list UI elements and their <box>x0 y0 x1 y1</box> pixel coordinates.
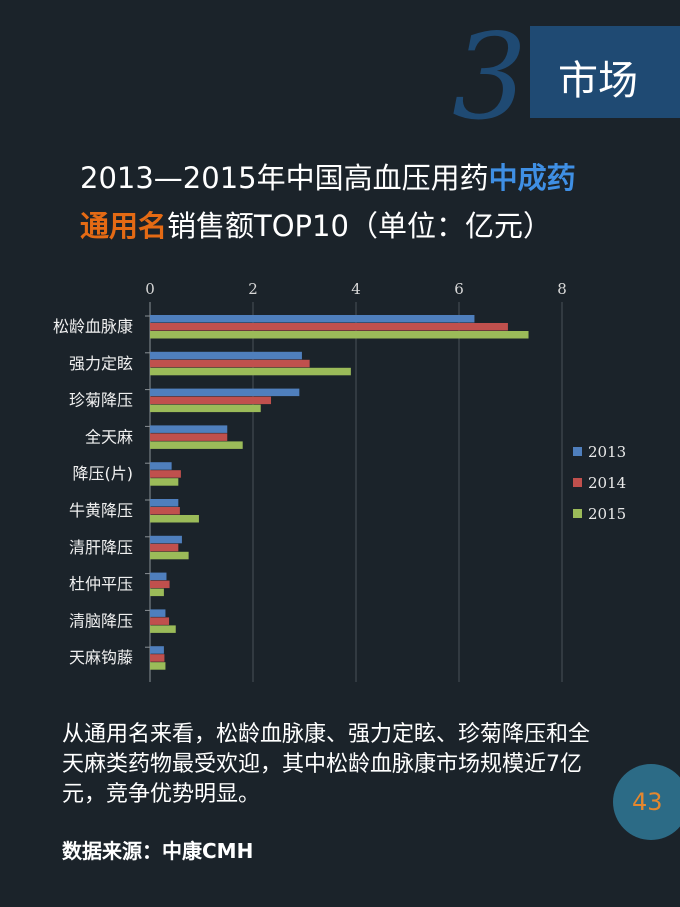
bar-2013 <box>150 646 164 654</box>
x-tick-label: 8 <box>557 280 567 298</box>
bar-2014 <box>150 617 170 625</box>
category-label: 清肝降压 <box>69 538 133 557</box>
x-tick-label: 0 <box>145 280 155 298</box>
bar-2013 <box>150 388 300 397</box>
bar-2014 <box>150 359 310 368</box>
bar-2015 <box>150 367 351 376</box>
chart-title-line2: 通用名销售额TOP10（单位：亿元） <box>80 203 552 245</box>
chart-title-line1: 2013—2015年中国高血压用药中成药 <box>80 155 576 197</box>
legend-item-2013: 2013 <box>573 436 626 467</box>
body-text: 从通用名来看，松龄血脉康、强力定眩、珍菊降压和全天麻类药物最受欢迎，其中松龄血脉… <box>62 722 591 807</box>
bar-2014 <box>150 433 228 441</box>
bar-2014 <box>150 470 181 478</box>
category-label: 牛黄降压 <box>69 501 133 520</box>
bar-2013 <box>150 425 228 433</box>
bar-2015 <box>150 625 176 633</box>
category-label: 珍菊降压 <box>69 391 133 410</box>
legend-label-2015: 2015 <box>588 504 627 523</box>
bar-2015 <box>150 515 199 523</box>
bar-2013 <box>150 315 475 323</box>
watermark <box>4 54 27 94</box>
bar-2015 <box>150 404 261 413</box>
legend-item-2015: 2015 <box>573 498 626 529</box>
section-number: 3 <box>452 8 528 146</box>
x-tick-label: 2 <box>248 280 258 298</box>
bar-2013 <box>150 351 302 360</box>
bar-2014 <box>150 323 508 331</box>
bar-2013 <box>150 572 167 581</box>
title-highlight-orange: 通用名 <box>80 209 168 243</box>
legend-label-2013: 2013 <box>588 442 627 461</box>
legend-item-2014: 2014 <box>573 467 626 498</box>
legend-swatch-2014 <box>573 478 582 487</box>
category-label: 清脑降压 <box>69 611 133 630</box>
bar-2014 <box>150 654 165 662</box>
bar-2015 <box>150 551 189 560</box>
x-tick-label: 6 <box>454 280 464 298</box>
bar-2014 <box>150 507 180 515</box>
bar-2015 <box>150 441 243 449</box>
legend-swatch-2015 <box>573 509 582 518</box>
bar-2015 <box>150 662 166 670</box>
bar-2013 <box>150 462 172 470</box>
title-prefix: 2013—2015年中国高血压用药 <box>80 161 489 195</box>
category-label: 强力定眩 <box>69 354 133 373</box>
section-box <box>530 26 680 118</box>
bar-2015 <box>150 478 179 486</box>
bar-2014 <box>150 396 272 405</box>
section-label: 市场 <box>558 58 638 104</box>
category-label: 松龄血脉康 <box>53 317 133 336</box>
bar-2015 <box>150 331 529 339</box>
data-source: 数据来源：中康CMH <box>62 839 254 863</box>
legend: 2013 2014 2015 <box>573 436 626 529</box>
bar-2013 <box>150 499 179 507</box>
legend-swatch-2013 <box>573 447 582 456</box>
bar-2013 <box>150 535 182 544</box>
x-tick-label: 4 <box>351 280 361 298</box>
category-label: 杜仲平压 <box>69 575 133 594</box>
legend-label-2014: 2014 <box>588 473 627 492</box>
category-label: 降压(片) <box>73 464 134 483</box>
bar-2015 <box>150 588 164 597</box>
category-label: 全天麻 <box>85 427 133 446</box>
bar-2013 <box>150 609 166 617</box>
bar-2014 <box>150 543 179 552</box>
title-highlight-blue: 中成药 <box>488 161 576 195</box>
category-label: 天麻钩藤 <box>69 648 133 667</box>
bar-2014 <box>150 580 170 589</box>
title-suffix: 销售额TOP10（单位：亿元） <box>167 209 552 243</box>
page-number-badge <box>613 764 680 840</box>
page-number: 43 <box>632 788 663 816</box>
